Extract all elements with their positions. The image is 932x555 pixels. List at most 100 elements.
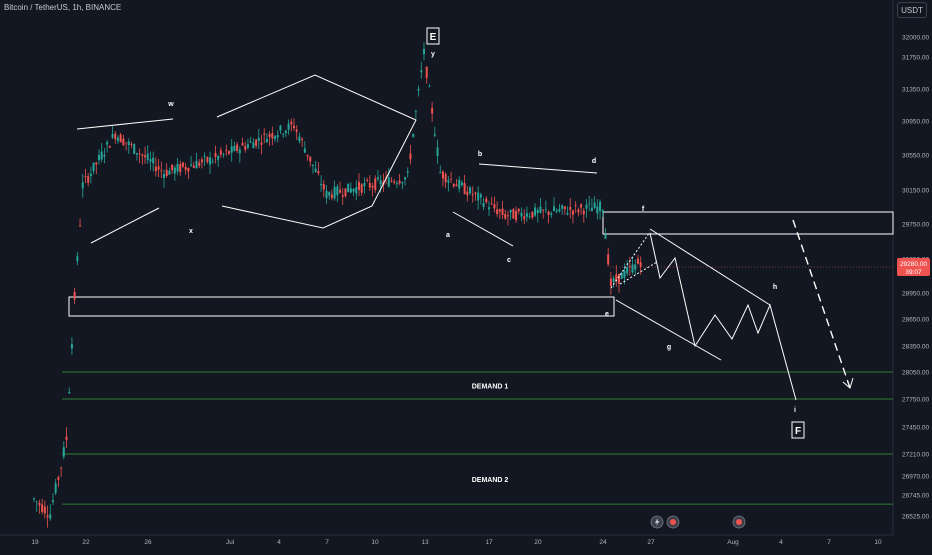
candle-body: [439, 172, 442, 173]
candle-body: [51, 500, 54, 502]
candle-body: [488, 207, 490, 210]
y-tick-label: 28650.00: [902, 317, 929, 324]
wave-label-box: [426, 27, 440, 45]
candle-body: [574, 204, 577, 206]
wave-label: i: [794, 407, 796, 414]
candle-body: [298, 136, 301, 142]
candle-body: [436, 147, 439, 157]
candle-body: [152, 157, 155, 164]
candle-body: [506, 215, 509, 217]
candle-body: [108, 146, 111, 148]
wave-label: e: [605, 311, 609, 318]
candle-body: [452, 184, 455, 187]
candle-body: [38, 502, 41, 506]
candle-body: [528, 216, 531, 218]
candle-body: [268, 133, 271, 137]
candle-body: [553, 206, 555, 212]
lightning-icon: [655, 518, 660, 526]
y-tick-label: 30550.00: [902, 153, 929, 160]
candle-body: [612, 278, 615, 282]
candle-body: [466, 191, 469, 196]
candle-body: [341, 195, 344, 197]
candle-body: [295, 129, 298, 132]
candle-body: [328, 192, 331, 196]
candle-body: [531, 211, 534, 218]
currency-badge[interactable]: USDT: [897, 2, 927, 18]
candle-body: [311, 164, 314, 166]
candle-body: [417, 88, 420, 91]
candle-body: [41, 504, 44, 513]
wave-label: c: [507, 257, 511, 264]
candle-body: [618, 273, 620, 284]
candle-body: [333, 186, 336, 199]
candle-body: [520, 212, 523, 217]
candle-body: [279, 125, 282, 131]
candle-body: [116, 137, 119, 142]
candle-body: [203, 156, 206, 157]
candle-body: [555, 210, 558, 213]
candle-body: [46, 515, 49, 518]
candle-body: [547, 211, 550, 216]
x-tick-label: Aug: [727, 539, 739, 546]
candle-body: [260, 142, 263, 145]
candle-body: [49, 514, 52, 519]
candle-body: [114, 133, 117, 140]
candle-body: [607, 254, 610, 265]
candle-body: [290, 121, 293, 125]
demand-zone-label: DEMAND 2: [472, 477, 509, 484]
candle-body: [106, 142, 109, 145]
symbol-title: Bitcoin / TetherUS, 1h, BINANCE: [4, 3, 122, 12]
candle-body: [84, 176, 87, 177]
candle-body: [160, 170, 163, 172]
candle-body: [282, 134, 285, 135]
candle-body: [626, 267, 629, 274]
candle-body: [409, 153, 412, 160]
support-zone-rect: [68, 296, 615, 317]
candle-body: [330, 194, 333, 198]
candle-body: [228, 151, 230, 154]
dashed-projection: [792, 219, 851, 389]
candle-body: [200, 159, 203, 163]
candle-body: [255, 139, 258, 146]
wave-label: b: [478, 151, 482, 158]
candle-body: [119, 134, 122, 143]
candle-body: [303, 148, 306, 153]
candle-body: [631, 264, 634, 273]
candle-body: [54, 483, 57, 493]
diamond-pattern: [216, 74, 417, 229]
candle-body: [211, 161, 214, 163]
y-tick-label: 28350.00: [902, 344, 929, 351]
candle-body: [92, 162, 95, 171]
wave-label-box: [791, 421, 805, 439]
candle-body: [604, 234, 607, 239]
candle-body: [561, 205, 564, 209]
y-tick-label: 27210.00: [902, 452, 929, 459]
candle-body: [366, 179, 369, 181]
candle-body: [433, 134, 436, 136]
x-tick-label: Jul: [226, 539, 235, 546]
candle-body: [198, 162, 201, 166]
candle-body: [355, 187, 358, 194]
candle-body: [615, 274, 618, 282]
y-tick-label: 30950.00: [902, 119, 929, 126]
candle-body: [33, 498, 35, 500]
candle-body: [219, 150, 222, 155]
candle-body: [165, 169, 168, 177]
candle-body: [339, 189, 342, 193]
candle-body: [636, 258, 639, 264]
candle-body: [379, 180, 382, 185]
x-tick-label: 27: [647, 539, 655, 546]
candle-body: [135, 153, 138, 155]
candle-body: [168, 170, 171, 175]
candle-body: [246, 144, 249, 148]
candle-body: [217, 155, 220, 160]
candle-body: [479, 194, 482, 198]
candle-body: [98, 154, 100, 160]
dashed-wedge: [610, 231, 651, 289]
candle-body: [284, 130, 287, 134]
x-tick-label: 10: [371, 539, 379, 546]
candle-body: [512, 209, 515, 219]
candle-body: [450, 179, 453, 180]
y-tick-label: 27450.00: [902, 425, 929, 432]
candle-body: [276, 134, 279, 138]
